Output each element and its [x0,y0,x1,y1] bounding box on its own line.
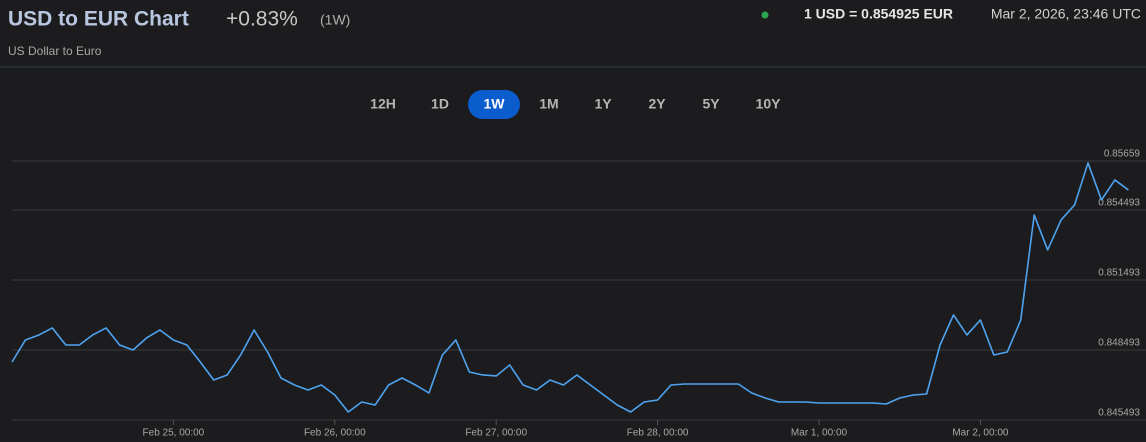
range-button[interactable]: 1D [431,96,449,112]
range-button-label[interactable]: 1Y [594,96,612,112]
range-button-label[interactable]: 10Y [756,96,782,112]
x-tick-label: Feb 26, 00:00 [304,428,366,439]
status-dot [761,11,769,19]
range-button[interactable]: 5Y [702,96,720,112]
range-button-label[interactable]: 5Y [702,96,720,112]
change: +0.83% [226,8,298,31]
range-button[interactable]: 10Y [756,96,782,112]
y-tick-label: 0.848493 [1098,338,1140,349]
x-tick-label: Feb 25, 00:00 [143,428,205,439]
range-button-label[interactable]: 2Y [648,96,666,112]
period: (1W) [320,12,350,28]
range-button[interactable]: 1Y [594,96,612,112]
y-tick-label: 0.854493 [1098,198,1140,209]
range-button-label[interactable]: 12H [370,96,396,112]
range-button-label[interactable]: 1M [539,96,558,112]
x-tick-label: Feb 27, 00:00 [465,428,527,439]
x-tick-label: Mar 2, 00:00 [952,428,1009,439]
price-line [11,162,1129,413]
subtitle: US Dollar to Euro [8,44,102,58]
y-tick-label: 0.851493 [1098,268,1140,279]
range-button[interactable]: 12H [370,96,396,112]
rate: 1 USD = 0.854925 EUR [804,6,953,22]
range-button-label[interactable]: 1D [431,96,449,112]
range-button[interactable]: 1M [539,96,558,112]
x-tick-label: Mar 1, 00:00 [791,428,848,439]
range-button[interactable]: 2Y [648,96,666,112]
title: USD to EUR Chart [8,8,189,31]
timestamp: Mar 2, 2026, 23:46 UTC [991,6,1141,22]
plot: 0.845493 0.848493 0.851493 0.854493 0.85659 F… [11,149,1146,439]
range-buttons: 12H 1D 1W 1M 1Y 2Y 5Y 10Y [370,90,781,119]
range-button-label[interactable]: 1W [484,96,506,112]
x-tick-label: Feb 28, 00:00 [627,428,689,439]
range-button-bg[interactable] [468,90,520,119]
y-tick-label: 0.845493 [1098,408,1140,419]
y-tick-label: 0.85659 [1104,149,1141,160]
range-button[interactable]: 1W [468,90,520,119]
